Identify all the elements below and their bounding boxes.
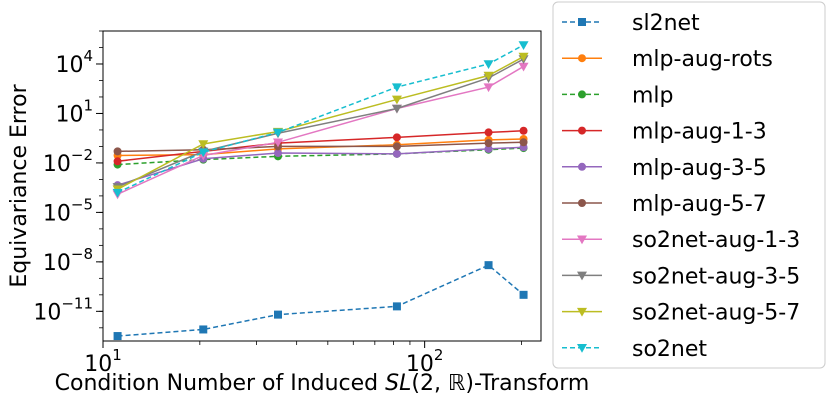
legend-marker-mlp-aug-3-5 [578, 162, 586, 171]
data-point-sl2net-4 [484, 261, 493, 270]
legend-marker-mlp-aug-rots [578, 54, 586, 63]
legend-label-so2net-aug-5-7: so2net-aug-5-7 [632, 301, 800, 326]
legend-label-sl2net: sl2net [632, 11, 700, 36]
series-line-mlp [117, 147, 524, 166]
legend-label-mlp-aug-1-3: mlp-aug-1-3 [632, 120, 767, 145]
legend-item-so2net-aug-3-5: so2net-aug-3-5 [562, 264, 800, 289]
series-line-mlp-aug-3-5 [117, 146, 524, 186]
data-point-sl2net-2 [273, 310, 282, 319]
series-so2net-aug-3-5 [112, 55, 529, 192]
y-tick-label-3: 10−5 [43, 195, 93, 226]
data-point-sl2net-5 [519, 290, 528, 299]
data-point-so2net-0 [112, 188, 123, 198]
data-point-sl2net-1 [199, 325, 208, 334]
legend-box [552, 1, 826, 369]
legend-item-so2net-aug-5-7: so2net-aug-5-7 [562, 301, 800, 326]
data-point-so2net-aug-1-3-5 [518, 62, 529, 72]
legend: sl2net mlp-aug-rots mlp mlp-aug-1-3 mlp-aug-… [552, 1, 826, 369]
series-so2net-aug-5-7 [112, 52, 529, 195]
x-tick-label-1: 102 [406, 346, 444, 377]
data-point-so2net-2 [272, 128, 283, 138]
legend-label-mlp: mlp [632, 83, 674, 108]
series-sl2net [113, 261, 528, 341]
data-point-so2net-aug-5-7-3 [391, 95, 402, 105]
legend-label-so2net: so2net [632, 337, 707, 362]
legend-item-so2net: so2net [562, 337, 707, 362]
y-tick-label-4: 10−8 [43, 245, 93, 276]
data-point-mlp-aug-5-7-3 [392, 142, 401, 151]
data-point-so2net-aug-5-7-4 [483, 71, 494, 81]
series-line-so2net-aug-3-5 [117, 58, 524, 188]
data-point-mlp-aug-5-7-0 [113, 147, 122, 156]
data-point-mlp-aug-5-7-4 [484, 139, 493, 148]
legend-label-mlp-aug-rots: mlp-aug-rots [632, 47, 773, 72]
y-tick-label-2: 10−2 [43, 146, 93, 177]
data-point-mlp-aug-3-5-2 [273, 149, 282, 158]
plot-area [112, 41, 529, 341]
legend-label-mlp-aug-3-5: mlp-aug-3-5 [632, 156, 767, 181]
legend-marker-so2net-aug-1-3 [577, 235, 587, 245]
y-tick-label-0: 104 [55, 47, 93, 78]
data-point-so2net-aug-5-7-5 [518, 52, 529, 62]
series-line-mlp-aug-5-7 [117, 141, 524, 153]
legend-label-mlp-aug-5-7: mlp-aug-5-7 [632, 192, 767, 217]
y-tick-label-5: 10−11 [33, 294, 93, 325]
data-point-so2net-1 [198, 148, 209, 158]
series-line-so2net [117, 44, 524, 194]
series-line-mlp-aug-1-3 [117, 130, 524, 163]
data-point-so2net-aug-5-7-1 [198, 140, 209, 149]
y-axis-label: Equivariance Error [7, 83, 32, 287]
x-tick-label-0: 101 [84, 346, 122, 377]
data-point-sl2net-3 [392, 302, 401, 311]
legend-item-mlp-aug-rots: mlp-aug-rots [562, 47, 773, 72]
legend-item-sl2net: sl2net [562, 11, 700, 36]
data-point-mlp-aug-1-3-3 [392, 133, 401, 142]
data-point-mlp-aug-3-5-3 [392, 149, 401, 158]
legend-item-so2net-aug-1-3: so2net-aug-1-3 [562, 228, 800, 253]
series-mlp-aug-3-5 [113, 143, 528, 190]
plot-frame [102, 30, 542, 342]
legend-marker-sl2net [578, 18, 586, 26]
data-point-so2net-5 [518, 41, 529, 51]
data-point-mlp-aug-1-3-4 [484, 128, 493, 137]
legend-marker-mlp-aug-1-3 [578, 126, 586, 135]
legend-item-mlp-aug-3-5: mlp-aug-3-5 [562, 156, 767, 181]
legend-marker-mlp [578, 90, 586, 99]
axes: 101 102 104 101 10−2 10−5 10−8 10−11 Condition N… [7, 30, 590, 396]
data-point-so2net-aug-1-3-2 [272, 138, 283, 148]
data-point-so2net-3 [391, 83, 402, 93]
legend-item-mlp-aug-5-7: mlp-aug-5-7 [562, 192, 767, 217]
legend-item-mlp: mlp [562, 83, 674, 108]
data-point-mlp-aug-1-3-0 [113, 157, 122, 166]
data-point-mlp-aug-5-7-5 [519, 138, 528, 147]
legend-label-so2net-aug-3-5: so2net-aug-3-5 [632, 264, 800, 289]
data-point-sl2net-0 [113, 332, 122, 341]
data-point-so2net-aug-3-5-3 [391, 104, 402, 114]
legend-item-mlp-aug-1-3: mlp-aug-1-3 [562, 120, 767, 145]
series-so2net [112, 41, 529, 198]
legend-marker-so2net-aug-3-5 [577, 271, 587, 281]
y-tick-label-1: 101 [55, 96, 93, 127]
series-line-so2net-aug-1-3 [117, 65, 524, 195]
legend-marker-so2net-aug-5-7 [577, 307, 587, 317]
data-point-so2net-aug-1-3-4 [483, 83, 494, 93]
data-point-mlp-aug-1-3-5 [519, 126, 528, 135]
series-line-sl2net [117, 264, 525, 337]
legend-label-so2net-aug-1-3: so2net-aug-1-3 [632, 228, 800, 253]
x-axis-label: Condition Number of Induced SL(2, ℝ)-Tra… [55, 371, 590, 396]
data-point-mlp-aug-3-5-4 [484, 144, 493, 153]
series-line-so2net-aug-5-7 [117, 55, 524, 190]
legend-marker-mlp-aug-5-7 [578, 199, 586, 207]
series-so2net-aug-1-3 [112, 62, 529, 200]
data-point-so2net-4 [483, 60, 494, 69]
legend-marker-so2net [577, 344, 587, 353]
